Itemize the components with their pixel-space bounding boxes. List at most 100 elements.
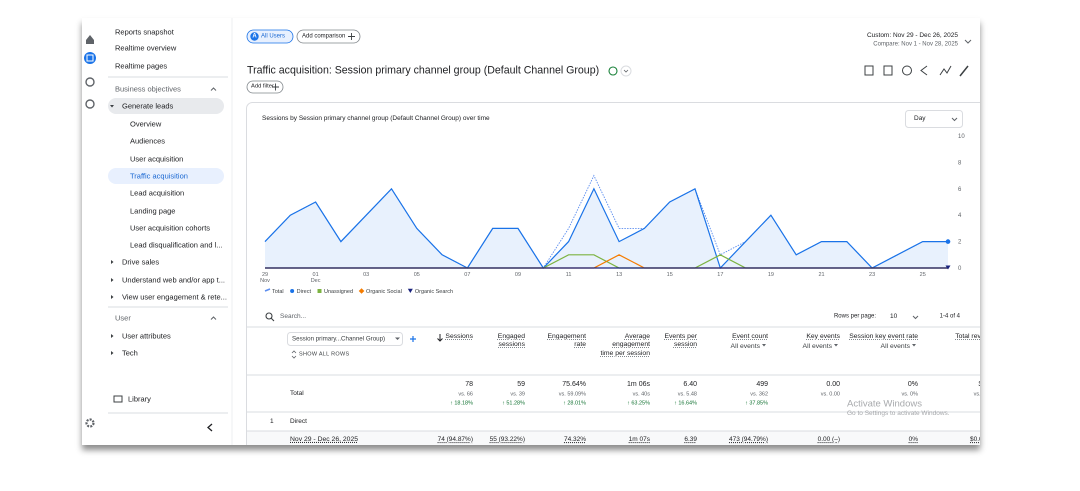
comparison-chip[interactable] [296, 29, 361, 44]
segment-badge: A [252, 32, 257, 39]
section-title[interactable]: Business objectives [115, 84, 181, 94]
total-compare: vs. 0% [901, 391, 918, 398]
rows-per-page[interactable]: 10 [890, 312, 898, 320]
nav-group[interactable]: User attributes [122, 331, 171, 341]
nav-item[interactable]: Traffic acquisition [130, 171, 188, 181]
nav-group[interactable]: Drive sales [122, 257, 160, 267]
rows-per-page-label: Rows per page: [833, 312, 876, 319]
granularity-select[interactable] [905, 110, 963, 128]
column-label: Sessions [445, 333, 473, 340]
segment-chip[interactable] [246, 29, 294, 44]
nav-group[interactable]: Tech [122, 348, 138, 358]
share-icon[interactable] [920, 65, 928, 76]
advertising-icon[interactable] [85, 99, 95, 109]
settings-icon[interactable] [85, 418, 95, 428]
nav-item[interactable]: Landing page [130, 206, 176, 215]
filter-chip[interactable] [246, 80, 284, 94]
nav-item[interactable]: User acquisition cohorts [130, 223, 211, 233]
nav-item[interactable]: Realtime pages [115, 61, 168, 71]
x-tick-label: 11 [566, 272, 572, 278]
granularity-label[interactable]: Day [914, 115, 926, 123]
comparison-label[interactable]: Add comparison [302, 32, 346, 39]
column-header[interactable]: Average engagement time per session [598, 333, 651, 358]
filter-arrow [762, 344, 766, 347]
compare-icon[interactable] [883, 65, 893, 76]
collapse-icon[interactable] [207, 423, 213, 432]
layer: 0 2 4 6 8 10 29 Nov 01 Dec 03 05 07 09 11 13 15 17 19 21 23 2… [84, 18, 980, 445]
x-tick-part: 01 [313, 272, 319, 278]
column-filter[interactable]: All events [848, 343, 918, 351]
date-range[interactable]: Custom: Nov 29 - Dec 26, 2025 [866, 32, 958, 40]
sort-icon[interactable] [437, 334, 443, 342]
home-icon[interactable] [86, 35, 94, 44]
column-header[interactable]: Session key event rate All events [848, 333, 918, 352]
y-tick-label: 10 [958, 134, 965, 140]
title-dropdown[interactable] [620, 65, 632, 77]
column-filter[interactable]: All events [708, 343, 768, 351]
item-highlight [108, 168, 224, 184]
dimension-label[interactable]: Session primary...Channel Group) [292, 335, 386, 343]
x-tick-part: 19 [768, 272, 774, 278]
total-change: ↑ 37.85% [745, 400, 768, 407]
expand-arrow [111, 334, 114, 338]
filter-arrow-shape [762, 344, 766, 347]
row-label[interactable]: Direct [290, 418, 307, 426]
column-filter[interactable]: All events [780, 343, 840, 351]
segment-label[interactable]: All Users [261, 32, 286, 39]
x-tick-part: 29 [262, 272, 268, 278]
filter-label[interactable]: Add filter [251, 83, 274, 90]
total-compare: vs. 362 [750, 391, 768, 398]
legend-icon [317, 289, 322, 293]
nav-group[interactable]: Understand web and/or app t... [122, 275, 225, 285]
section-title[interactable]: User [115, 313, 131, 323]
nav-group[interactable]: View user engagement & rete... [122, 292, 227, 302]
nav-item[interactable]: Library [128, 394, 151, 404]
row-value: 0.00 (–) [817, 436, 840, 444]
nav-item[interactable]: Audiences [130, 136, 166, 146]
row-value: 74 (94.87%) [437, 436, 473, 444]
legend-label: Organic Social [366, 289, 402, 295]
date-dropdown-arrow[interactable] [964, 39, 972, 44]
column-header[interactable]: Key events All events [780, 333, 840, 352]
show-all-rows[interactable]: SHOW ALL ROWS [299, 351, 350, 358]
column-header[interactable]: Total revenue [954, 333, 980, 341]
add-dimension[interactable] [410, 336, 416, 342]
column-header[interactable]: Event count All events [708, 333, 768, 352]
total-change: ↑ 18.18% [450, 400, 473, 407]
filter-arrow-shape [834, 344, 838, 347]
legend-icon [358, 288, 365, 294]
expand-arrow [110, 105, 114, 108]
insights-icon[interactable] [902, 65, 912, 76]
nav-group[interactable]: Generate leads [122, 101, 174, 111]
column-header[interactable]: Engagement rate [541, 333, 586, 350]
reports-icon[interactable] [84, 52, 96, 64]
nav-item[interactable]: Reports snapshot [115, 27, 174, 37]
column-label: Total revenue [955, 333, 980, 340]
nav-item[interactable]: Realtime overview [115, 43, 177, 53]
total-change: ↑ 51.28% [502, 400, 525, 407]
column-header[interactable]: Engaged sessions [487, 333, 525, 350]
explore-icon[interactable] [85, 77, 95, 87]
page-title: Traffic acquisition: Session primary cha… [247, 64, 600, 77]
column-header[interactable]: Sessions [428, 333, 473, 341]
column-label: Session key event rate [849, 333, 918, 340]
nav-item[interactable]: Overview [130, 119, 162, 129]
filter-arrow [834, 344, 838, 347]
plus-icon [272, 83, 279, 91]
rows-arrow[interactable] [912, 315, 919, 320]
nav-item[interactable]: Lead acquisition [130, 188, 185, 198]
total-compare: vs. 5.48 [677, 391, 697, 398]
notes-icon[interactable] [864, 65, 874, 76]
search-input[interactable]: Search... [280, 312, 307, 320]
row-value: 0% [908, 436, 918, 444]
plus-icon [348, 33, 355, 40]
nav-item[interactable]: User acquisition [130, 154, 184, 164]
edit-icon[interactable] [959, 65, 969, 77]
total-value: 1m 06s [627, 380, 650, 388]
expand-arrow [111, 260, 114, 264]
nav-item[interactable]: Lead disqualification and l... [130, 240, 223, 250]
dimension-select[interactable] [287, 332, 403, 346]
legend-label: Unassigned [324, 289, 353, 295]
trend-icon[interactable] [939, 65, 952, 76]
column-header[interactable]: Events per session [661, 333, 698, 350]
